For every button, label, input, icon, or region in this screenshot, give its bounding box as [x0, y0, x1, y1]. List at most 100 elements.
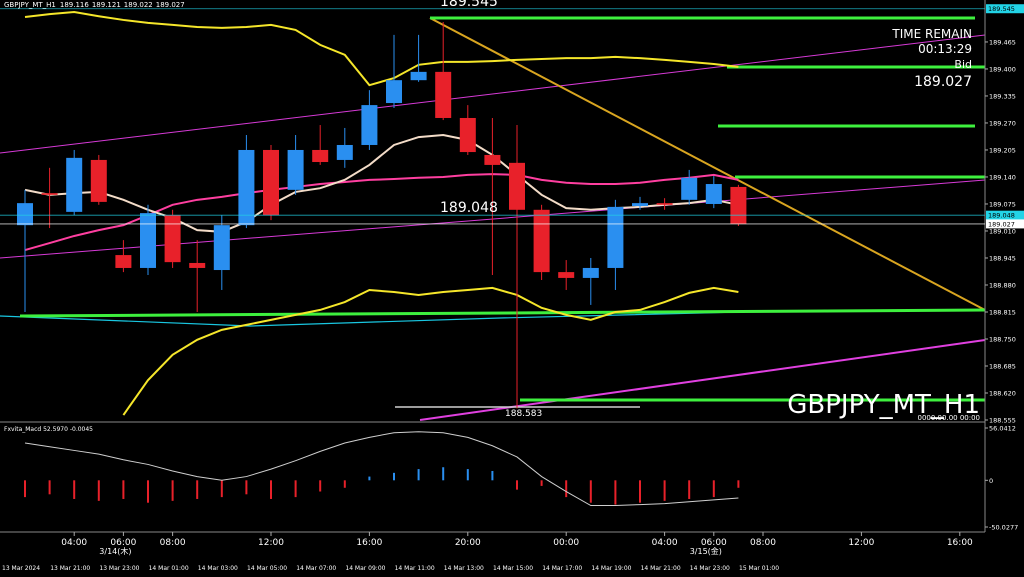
- x-tick-label: 00:00: [553, 538, 579, 548]
- server-time-label: 14 Mar 23:00: [690, 565, 730, 572]
- candle-body: [533, 209, 550, 273]
- server-time-label: 14 Mar 17:00: [542, 565, 582, 572]
- histogram-bar: [417, 469, 420, 481]
- candle-body: [263, 149, 279, 216]
- candle-body: [656, 203, 673, 205]
- candle-body: [41, 193, 58, 195]
- candle-body: [361, 105, 378, 145]
- candle-body: [336, 144, 353, 160]
- price-label: 189.048: [440, 200, 498, 216]
- y-tick-label: 188.620: [989, 389, 1016, 397]
- bid-label: Bid: [954, 58, 972, 71]
- price-marker-label: 189.048: [988, 212, 1015, 220]
- histogram-bar: [663, 480, 666, 501]
- histogram-bar: [712, 480, 715, 498]
- y-tick-label: 188.880: [989, 281, 1016, 289]
- candle-body: [287, 149, 304, 190]
- histogram-bar: [639, 480, 641, 503]
- histogram-bar: [466, 469, 469, 481]
- candle-body: [386, 80, 402, 104]
- histogram-bar: [147, 480, 149, 503]
- candle-body: [435, 71, 452, 118]
- server-time-label: 14 Mar 15:00: [493, 565, 533, 572]
- x-tick-label: 20:00: [455, 538, 481, 548]
- candle-body: [582, 267, 599, 278]
- histogram-bar: [565, 480, 568, 498]
- histogram-bar: [737, 480, 740, 488]
- y-tick-label: 189.140: [989, 173, 1016, 181]
- candle-body: [164, 215, 181, 263]
- histogram-bar: [294, 480, 297, 498]
- low-label: 188.583: [505, 409, 542, 419]
- histogram-bar: [393, 472, 395, 481]
- server-time-label: 13 Mar 2024: [2, 565, 40, 572]
- open-value: 189.116: [60, 1, 89, 9]
- histogram-bar: [73, 480, 76, 499]
- chart-header: GBPJPY_MT_H1 189.116 189.121 189.022 189.027: [4, 1, 185, 9]
- candle-body: [238, 149, 255, 226]
- candle-body: [312, 149, 329, 163]
- candle-body: [484, 154, 501, 165]
- candle-body: [213, 225, 230, 271]
- x-tick-label: 06:00: [701, 538, 727, 548]
- server-time-label: 14 Mar 01:00: [149, 565, 189, 572]
- candle-body: [140, 213, 156, 268]
- y-tick-label: 189.335: [989, 92, 1016, 100]
- histogram-bar: [171, 480, 174, 501]
- x-tick-label: 12:00: [848, 538, 874, 548]
- candle-body: [705, 184, 722, 204]
- histogram-bar: [319, 480, 322, 492]
- symbol: GBPJPY_MT_H1: [4, 1, 56, 9]
- histogram-bar: [688, 480, 691, 499]
- candle-body: [17, 203, 33, 226]
- plot-layer: [0, 8, 985, 507]
- y-tick-label: 189.400: [989, 65, 1016, 73]
- watermark: GBPJPY_MT_H1: [787, 390, 980, 420]
- server-time-label: 13 Mar 21:00: [50, 565, 90, 572]
- histogram-bar: [245, 480, 248, 495]
- server-time-label: 14 Mar 09:00: [345, 565, 385, 572]
- candle-body: [459, 117, 476, 153]
- x-tick-label: 04:00: [652, 538, 678, 548]
- price-marker-label: 189.545: [988, 5, 1015, 13]
- histogram-bar: [516, 480, 518, 490]
- close-value: 189.027: [156, 1, 185, 9]
- histogram-bar: [540, 480, 543, 486]
- signal-line: [24, 431, 739, 507]
- date-label: 3/15(金): [690, 546, 722, 556]
- price-label: 189.545: [440, 0, 498, 10]
- cyan-average: [0, 311, 741, 327]
- candle-body: [189, 262, 206, 268]
- price-marker: [986, 210, 1024, 220]
- server-time-label: 14 Mar 21:00: [641, 565, 681, 572]
- y-tick-label: 0: [989, 477, 993, 485]
- high-value: 189.121: [92, 1, 121, 9]
- candle-body: [410, 71, 427, 81]
- candle-body: [681, 177, 698, 200]
- server-time-label: 14 Mar 13:00: [444, 565, 484, 572]
- y-tick-label: 56.0412: [989, 425, 1016, 433]
- time-remain-label: TIME REMAIN: [891, 27, 972, 41]
- server-time-label: 13 Mar 23:00: [99, 565, 139, 572]
- countdown: 00:13:29: [918, 42, 972, 56]
- candle-body: [558, 272, 575, 278]
- candle-body: [730, 186, 747, 224]
- date-label: 3/14(木): [99, 546, 131, 556]
- y-tick-label: 188.750: [989, 335, 1016, 343]
- y-tick-label: 189.270: [989, 119, 1016, 127]
- histogram-bar: [122, 480, 125, 499]
- y-tick-label: 189.010: [989, 227, 1016, 235]
- candle-body: [66, 157, 83, 212]
- histogram-bar: [196, 480, 199, 499]
- histogram-bar: [343, 480, 346, 488]
- x-tick-label: 16:00: [947, 538, 973, 548]
- histogram-bar: [589, 480, 592, 503]
- price-marker: [986, 4, 1024, 14]
- y-tick-label: 188.685: [989, 362, 1016, 370]
- low-value: 189.022: [124, 1, 153, 9]
- histogram-bar: [368, 476, 371, 481]
- x-tick-label: 04:00: [61, 538, 87, 548]
- trend-line: [429, 17, 986, 311]
